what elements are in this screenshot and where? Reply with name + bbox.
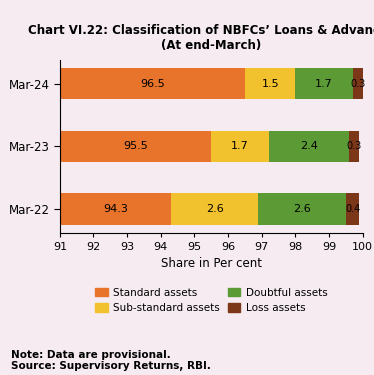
Text: 1.5: 1.5	[261, 78, 279, 88]
Text: Note: Data are provisional.
Source: Supervisory Returns, RBI.: Note: Data are provisional. Source: Supe…	[11, 350, 211, 371]
Text: 2.6: 2.6	[293, 204, 311, 214]
Text: 1.7: 1.7	[231, 141, 249, 151]
Bar	[60, 68, 245, 99]
Title: Chart VI.22: Classification of NBFCs’ Loans & Advances
(At end-March): Chart VI.22: Classification of NBFCs’ Lo…	[28, 24, 374, 52]
Legend: Standard assets, Sub-standard assets, Doubtful assets, Loss assets: Standard assets, Sub-standard assets, Do…	[91, 284, 332, 317]
Text: 96.5: 96.5	[140, 78, 165, 88]
Text: 1.7: 1.7	[315, 78, 333, 88]
Bar	[295, 68, 353, 99]
Text: 2.4: 2.4	[300, 141, 318, 151]
Text: 2.6: 2.6	[206, 204, 224, 214]
Bar	[245, 68, 295, 99]
Text: 0.3: 0.3	[347, 141, 362, 151]
Bar	[353, 68, 363, 99]
Bar	[258, 193, 346, 225]
Bar	[60, 193, 171, 225]
Text: 95.5: 95.5	[123, 141, 148, 151]
Bar	[211, 130, 269, 162]
Bar	[60, 130, 211, 162]
Bar	[349, 130, 359, 162]
Text: 94.3: 94.3	[103, 204, 128, 214]
Bar	[269, 130, 349, 162]
Text: 0.3: 0.3	[350, 78, 365, 88]
Bar	[346, 193, 359, 225]
Text: 0.4: 0.4	[345, 204, 360, 214]
X-axis label: Share in Per cent: Share in Per cent	[161, 257, 262, 270]
Bar	[171, 193, 258, 225]
